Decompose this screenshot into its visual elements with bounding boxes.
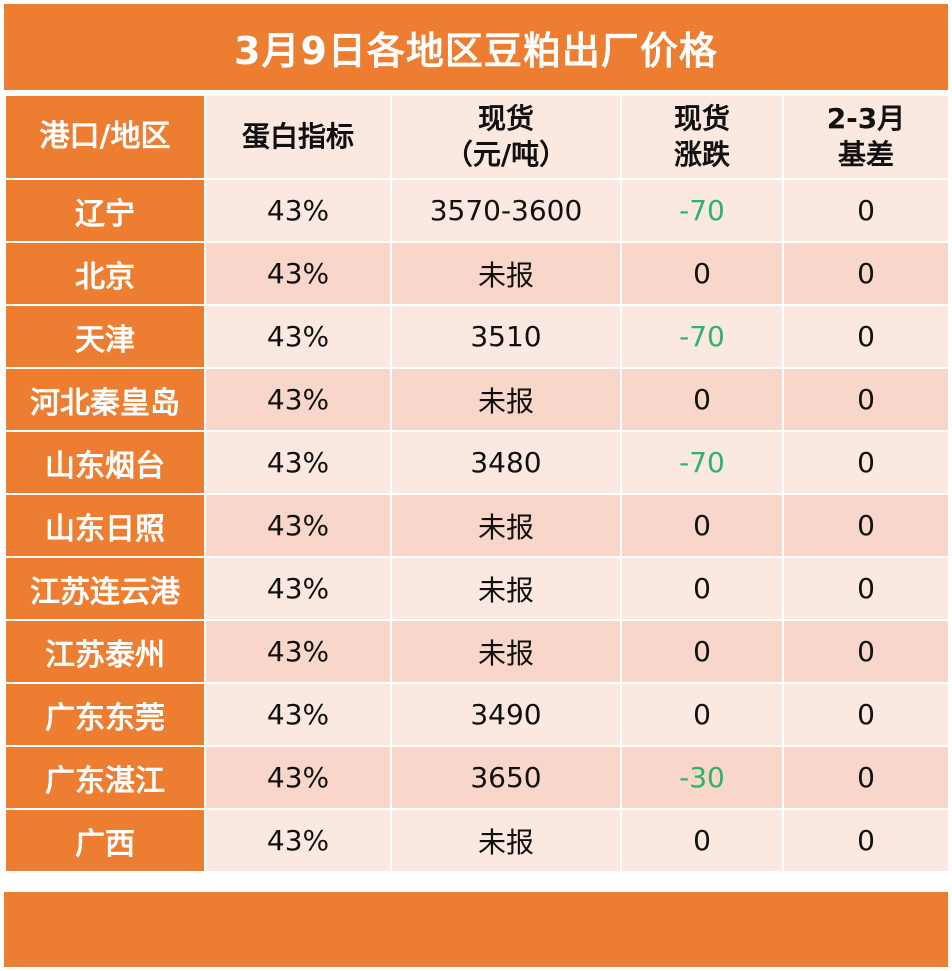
cell-basis: 0 xyxy=(782,430,950,495)
cell-basis: 0 xyxy=(782,556,950,621)
cell-basis: 0 xyxy=(782,808,950,873)
cell-spot-price: 未报 xyxy=(390,619,622,684)
cell-protein: 43% xyxy=(204,178,392,243)
cell-basis: 0 xyxy=(782,304,950,369)
cell-protein: 43% xyxy=(204,808,392,873)
cell-region: 山东烟台 xyxy=(4,430,206,495)
table-row: 辽宁 43% 3570-3600 -70 0 xyxy=(4,178,950,243)
header-protein: 蛋白指标 xyxy=(204,94,392,180)
cell-region: 广西 xyxy=(4,808,206,873)
table-header-row: 港口/地区 蛋白指标 现货 （元/吨） 现货 涨跌 2-3月 基差 xyxy=(4,94,950,180)
table-row: 山东日照 43% 未报 0 0 xyxy=(4,493,950,558)
cell-region: 广东东莞 xyxy=(4,682,206,747)
cell-protein: 43% xyxy=(204,241,392,306)
cell-spot-price: 3510 xyxy=(390,304,622,369)
cell-price-change: 0 xyxy=(620,682,784,747)
table-row: 河北秦皇岛 43% 未报 0 0 xyxy=(4,367,950,432)
header-change-line2: 涨跌 xyxy=(673,138,730,171)
cell-price-change: -70 xyxy=(620,430,784,495)
cell-spot-price: 3480 xyxy=(390,430,622,495)
table-row: 天津 43% 3510 -70 0 xyxy=(4,304,950,369)
table-row: 广西 43% 未报 0 0 xyxy=(4,808,950,873)
cell-region: 广东湛江 xyxy=(4,745,206,810)
cell-basis: 0 xyxy=(782,619,950,684)
cell-price-change: -30 xyxy=(620,745,784,810)
cell-protein: 43% xyxy=(204,304,392,369)
cell-protein: 43% xyxy=(204,745,392,810)
cell-price-change: 0 xyxy=(620,808,784,873)
cell-region: 山东日照 xyxy=(4,493,206,558)
cell-basis: 0 xyxy=(782,745,950,810)
cell-protein: 43% xyxy=(204,430,392,495)
footer-bar xyxy=(4,892,948,967)
table-row: 广东东莞 43% 3490 0 0 xyxy=(4,682,950,747)
header-basis-line1: 2-3月 xyxy=(826,102,906,135)
cell-price-change: 0 xyxy=(620,556,784,621)
price-table: 港口/地区 蛋白指标 现货 （元/吨） 现货 涨跌 2-3月 基差 辽宁 43% 3… xyxy=(4,94,950,873)
cell-region: 北京 xyxy=(4,241,206,306)
table-row: 北京 43% 未报 0 0 xyxy=(4,241,950,306)
cell-price-change: 0 xyxy=(620,241,784,306)
cell-spot-price: 3570-3600 xyxy=(390,178,622,243)
cell-protein: 43% xyxy=(204,619,392,684)
cell-basis: 0 xyxy=(782,682,950,747)
table-row: 广东湛江 43% 3650 -30 0 xyxy=(4,745,950,810)
cell-region: 河北秦皇岛 xyxy=(4,367,206,432)
cell-protein: 43% xyxy=(204,682,392,747)
header-basis: 2-3月 基差 xyxy=(782,94,950,180)
table-body: 辽宁 43% 3570-3600 -70 0 北京 43% 未报 0 0 天津 43% 3510 -70 0… xyxy=(4,178,950,873)
header-basis-line2: 基差 xyxy=(837,138,894,171)
cell-spot-price: 3490 xyxy=(390,682,622,747)
cell-basis: 0 xyxy=(782,367,950,432)
cell-spot-price: 3650 xyxy=(390,745,622,810)
cell-region: 江苏连云港 xyxy=(4,556,206,621)
table-row: 江苏连云港 43% 未报 0 0 xyxy=(4,556,950,621)
header-change: 现货 涨跌 xyxy=(620,94,784,180)
cell-region: 天津 xyxy=(4,304,206,369)
header-change-line1: 现货 xyxy=(673,102,730,135)
cell-spot-price: 未报 xyxy=(390,493,622,558)
cell-spot-price: 未报 xyxy=(390,367,622,432)
header-spot-line2: （元/吨） xyxy=(444,138,568,171)
header-region: 港口/地区 xyxy=(4,94,206,180)
cell-region: 江苏泰州 xyxy=(4,619,206,684)
cell-price-change: 0 xyxy=(620,367,784,432)
cell-basis: 0 xyxy=(782,241,950,306)
cell-spot-price: 未报 xyxy=(390,556,622,621)
cell-protein: 43% xyxy=(204,367,392,432)
cell-region: 辽宁 xyxy=(4,178,206,243)
table-row: 江苏泰州 43% 未报 0 0 xyxy=(4,619,950,684)
cell-spot-price: 未报 xyxy=(390,808,622,873)
cell-price-change: -70 xyxy=(620,304,784,369)
cell-price-change: 0 xyxy=(620,619,784,684)
table-row: 山东烟台 43% 3480 -70 0 xyxy=(4,430,950,495)
cell-protein: 43% xyxy=(204,493,392,558)
cell-basis: 0 xyxy=(782,178,950,243)
page-title: 3月9日各地区豆粕出厂价格 xyxy=(4,4,948,90)
cell-price-change: -70 xyxy=(620,178,784,243)
cell-basis: 0 xyxy=(782,493,950,558)
cell-price-change: 0 xyxy=(620,493,784,558)
header-spot: 现货 （元/吨） xyxy=(390,94,622,180)
cell-protein: 43% xyxy=(204,556,392,621)
header-spot-line1: 现货 xyxy=(477,102,534,135)
cell-spot-price: 未报 xyxy=(390,241,622,306)
